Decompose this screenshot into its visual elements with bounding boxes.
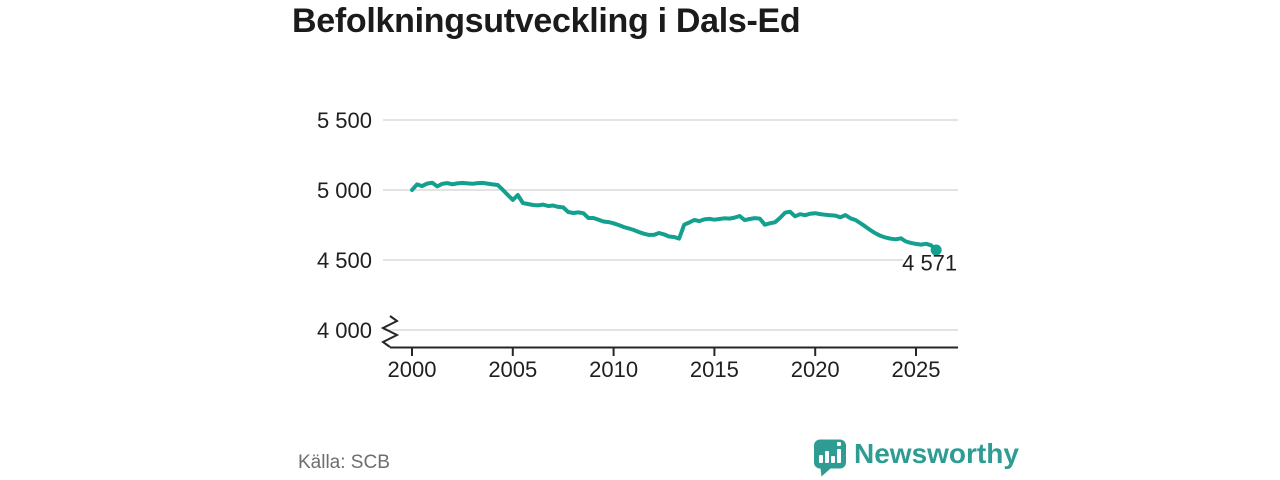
x-tick-label: 2010 xyxy=(589,357,638,382)
source-label: Källa: SCB xyxy=(298,452,390,473)
newsworthy-brand: Newsworthy xyxy=(813,439,1019,477)
newsworthy-wordmark: Newsworthy xyxy=(854,438,1019,469)
end-value-label: 4 571 xyxy=(902,251,957,276)
end-point-marker xyxy=(930,244,942,256)
x-tick-label: 2025 xyxy=(892,357,941,382)
y-axis-label: 4 000 xyxy=(317,318,372,343)
newsworthy-logo-icon xyxy=(814,439,846,477)
logo-bar-2 xyxy=(825,451,829,463)
y-axis-label: 5 000 xyxy=(317,178,372,203)
population-line-chart: 5 500 5 000 4 500 4 000 2000 2005 2010 2015 2020… xyxy=(316,108,962,382)
chart-title: Befolkningsutveckling i Dals-Ed xyxy=(292,2,801,40)
x-tick-label: 2015 xyxy=(690,357,739,382)
x-tick-label: 2020 xyxy=(791,357,840,382)
population-line xyxy=(410,180,939,253)
logo-exclamation-dot xyxy=(837,442,841,446)
logo-bar-1 xyxy=(819,455,823,463)
end-label-background xyxy=(903,255,962,276)
axis-break-icon xyxy=(380,315,400,348)
y-axis-label: 4 500 xyxy=(317,248,372,273)
y-axis-label: 5 500 xyxy=(317,108,372,133)
logo-bubble-shape xyxy=(814,439,846,477)
logo-bar-3 xyxy=(831,456,835,463)
logo-exclamation-bar xyxy=(837,449,841,463)
x-tick-label: 2000 xyxy=(388,357,437,382)
x-tick-label: 2005 xyxy=(488,357,537,382)
